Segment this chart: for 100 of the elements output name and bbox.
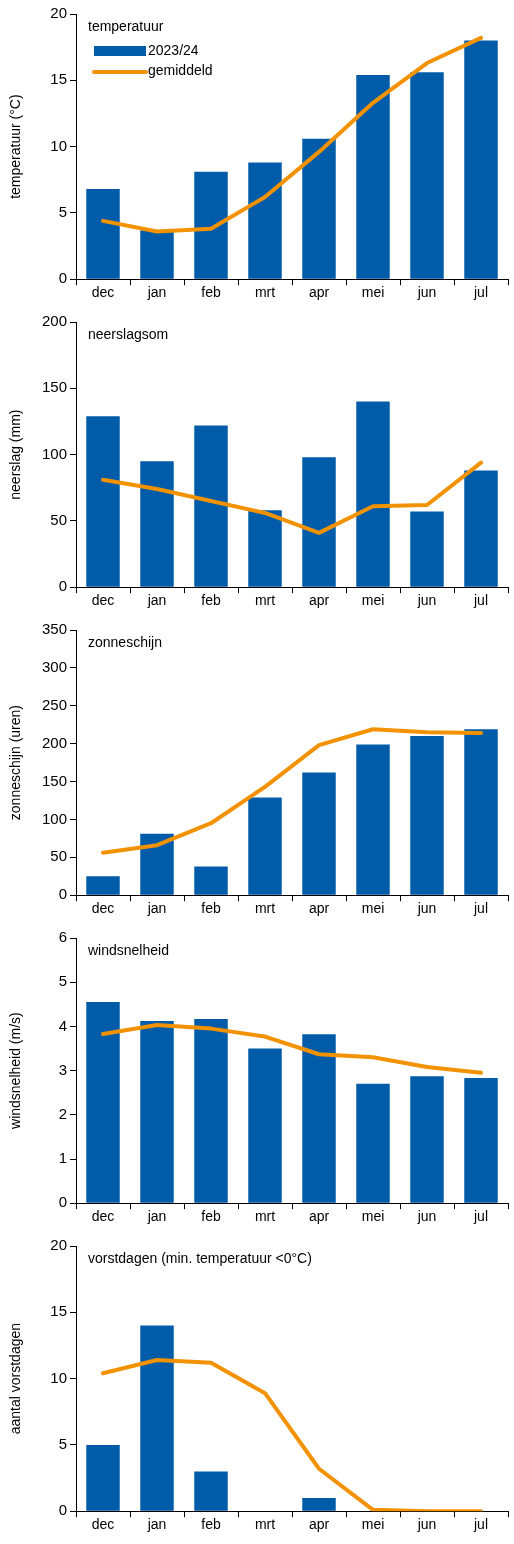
bar xyxy=(356,1083,390,1203)
bar xyxy=(410,72,444,279)
x-tick-label: mei xyxy=(361,1208,385,1225)
bar xyxy=(86,189,120,279)
y-tick-label: 5 xyxy=(58,972,67,990)
x-tick-label: dec xyxy=(91,1208,115,1225)
y-tick-label: 0 xyxy=(58,269,67,287)
bar xyxy=(248,510,282,587)
y-axis-title: aantal vorstdagen xyxy=(7,1322,24,1435)
y-tick-label: 300 xyxy=(41,658,67,676)
y-tick-label: 50 xyxy=(50,511,67,529)
legend-label: 2023/24 xyxy=(148,41,199,58)
x-tick-label: jan xyxy=(146,1516,167,1533)
bar xyxy=(302,772,336,895)
x-tick-label: mei xyxy=(361,1516,385,1533)
y-tick-label: 15 xyxy=(50,1302,67,1320)
y-tick-label: 5 xyxy=(58,1435,67,1453)
bar xyxy=(194,1018,228,1203)
bar xyxy=(86,876,120,895)
y-tick-label: 0 xyxy=(58,885,67,903)
y-tick-label: 2 xyxy=(58,1104,67,1122)
bar xyxy=(302,138,336,279)
x-tick-label: jan xyxy=(146,284,167,301)
y-tick-label: 0 xyxy=(58,577,67,595)
y-tick-label: 150 xyxy=(41,378,67,396)
y-axis-title: windsnelheid (m/s) xyxy=(7,1012,24,1130)
y-tick-label: 100 xyxy=(41,809,67,827)
bar xyxy=(356,401,390,587)
bar xyxy=(86,416,120,587)
x-tick-label: feb xyxy=(201,900,221,917)
x-tick-label: jul xyxy=(472,284,489,301)
bar xyxy=(302,1034,336,1203)
x-tick-label: dec xyxy=(91,1516,115,1533)
bar xyxy=(86,1444,120,1511)
y-tick-label: 50 xyxy=(50,847,67,865)
y-axis-title: temperatuur (°C) xyxy=(7,94,24,199)
y-tick-label: 1 xyxy=(58,1149,67,1167)
x-tick-label: feb xyxy=(201,592,221,609)
x-tick-label: mrt xyxy=(254,900,276,917)
x-tick-label: jun xyxy=(416,592,437,609)
x-tick-label: mrt xyxy=(254,1208,276,1225)
chart-title: vorstdagen (min. temperatuur <0°C) xyxy=(88,1249,312,1266)
y-tick-label: 20 xyxy=(50,4,67,22)
bar xyxy=(356,75,390,279)
x-tick-label: mrt xyxy=(254,284,276,301)
bar xyxy=(194,171,228,279)
x-tick-label: apr xyxy=(308,284,330,301)
bar xyxy=(248,162,282,279)
y-tick-label: 0 xyxy=(58,1193,67,1211)
x-tick-label: jul xyxy=(472,1516,489,1533)
bar xyxy=(194,1471,228,1511)
x-tick-label: feb xyxy=(201,284,221,301)
bar xyxy=(464,729,498,895)
bar xyxy=(194,425,228,587)
x-tick-label: mrt xyxy=(254,1516,276,1533)
x-tick-label: feb xyxy=(201,1208,221,1225)
y-tick-label: 6 xyxy=(58,928,67,946)
chart-title: zonneschijn xyxy=(88,633,162,650)
x-tick-label: jan xyxy=(146,592,167,609)
x-tick-label: jul xyxy=(472,1208,489,1225)
bar xyxy=(140,1021,174,1203)
y-tick-label: 3 xyxy=(58,1060,67,1078)
y-tick-label: 20 xyxy=(50,1236,67,1254)
bar xyxy=(356,744,390,895)
y-tick-label: 4 xyxy=(58,1016,67,1034)
bar xyxy=(86,1002,120,1203)
y-tick-label: 5 xyxy=(58,203,67,221)
chart-title: temperatuur xyxy=(88,17,164,34)
x-tick-label: apr xyxy=(308,900,330,917)
y-tick-label: 100 xyxy=(41,444,67,462)
bar xyxy=(464,40,498,279)
x-tick-label: jul xyxy=(472,592,489,609)
x-tick-label: dec xyxy=(91,900,115,917)
bar xyxy=(410,736,444,895)
y-axis-title: zonneschijn (uren) xyxy=(7,705,24,821)
y-tick-label: 200 xyxy=(41,312,67,330)
bar xyxy=(140,230,174,279)
bar xyxy=(248,1048,282,1203)
bar xyxy=(194,866,228,895)
y-tick-label: 150 xyxy=(41,771,67,789)
bar xyxy=(140,461,174,587)
y-tick-label: 350 xyxy=(41,620,67,638)
y-tick-label: 10 xyxy=(50,136,67,154)
y-tick-label: 10 xyxy=(50,1368,67,1386)
bar xyxy=(140,833,174,895)
x-tick-label: jun xyxy=(416,1516,437,1533)
bar xyxy=(464,1078,498,1203)
x-tick-label: mei xyxy=(361,900,385,917)
x-tick-label: mrt xyxy=(254,592,276,609)
legend-label: gemiddeld xyxy=(148,61,213,78)
x-tick-label: jan xyxy=(146,900,167,917)
x-tick-label: jun xyxy=(416,1208,437,1225)
chart-title: windsnelheid xyxy=(87,941,169,958)
bar xyxy=(410,511,444,587)
x-tick-label: apr xyxy=(308,1208,330,1225)
x-tick-label: jun xyxy=(416,900,437,917)
y-axis-title: neerslag (mm) xyxy=(7,409,24,500)
bar xyxy=(140,1325,174,1511)
x-tick-label: jun xyxy=(416,284,437,301)
x-tick-label: apr xyxy=(308,1516,330,1533)
